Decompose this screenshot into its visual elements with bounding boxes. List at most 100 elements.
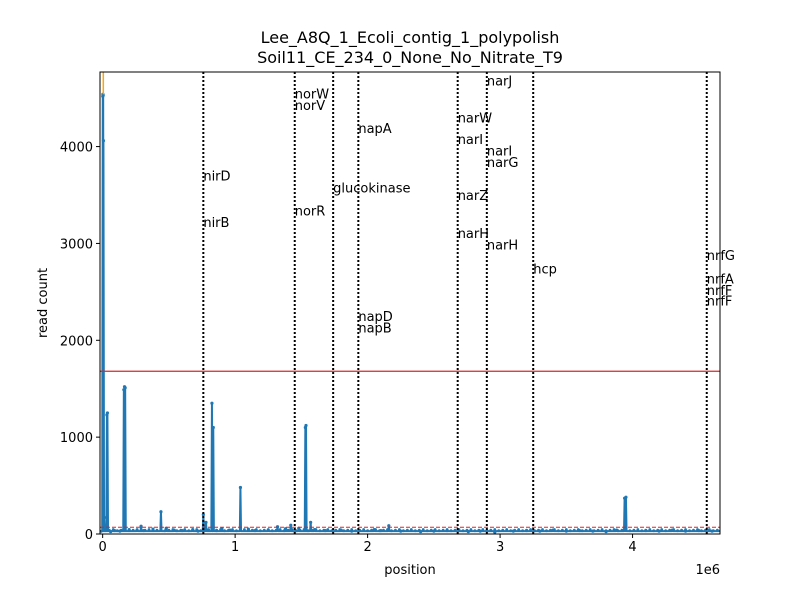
gene-label: hcp	[533, 263, 557, 278]
coverage-point	[615, 528, 619, 532]
x-tick-label: 4	[628, 540, 636, 555]
coverage-point	[306, 529, 310, 533]
coverage-point	[250, 528, 254, 532]
coverage-point	[485, 529, 489, 533]
coverage-point	[270, 529, 274, 533]
coverage-point	[310, 528, 314, 532]
coverage-point	[489, 528, 493, 532]
coverage-point	[670, 528, 674, 532]
coverage-point	[652, 529, 656, 533]
coverage-point	[139, 524, 143, 528]
plot-area	[100, 72, 720, 534]
y-tick-label: 1000	[60, 431, 93, 446]
coverage-point	[683, 529, 688, 533]
coverage-point	[366, 529, 370, 533]
coverage-point	[239, 528, 242, 532]
coverage-point	[290, 528, 294, 531]
coverage-point	[354, 529, 358, 533]
coverage-point	[350, 529, 354, 533]
coverage-point	[636, 528, 640, 531]
coverage-point	[108, 529, 113, 534]
coverage-point	[401, 529, 405, 533]
coverage-point	[715, 528, 719, 532]
coverage-point	[386, 528, 389, 531]
coverage-point	[517, 528, 521, 531]
coverage-point	[100, 529, 103, 533]
coverage-point	[413, 529, 417, 533]
coverage-point	[545, 529, 548, 533]
plot-frame	[99, 71, 721, 535]
coverage-point	[228, 528, 232, 532]
x-axis-label: position	[384, 563, 436, 578]
gene-label: norR	[295, 205, 326, 220]
coverage-point	[191, 528, 195, 532]
coverage-point	[568, 529, 572, 533]
coverage-point	[382, 528, 385, 532]
coverage-point	[243, 528, 246, 531]
x-axis-offset-label: 1e6	[695, 563, 720, 578]
coverage-point	[131, 528, 135, 532]
chart-subtitle: Soil11_CE_234_0_None_No_Nitrate_T9	[257, 48, 563, 68]
coverage-point	[123, 528, 127, 531]
coverage-point	[505, 528, 509, 531]
coverage-point	[394, 528, 397, 532]
coverage-point	[493, 528, 497, 531]
coverage-point	[580, 529, 584, 533]
coverage-point	[231, 528, 234, 531]
coverage-peak-point	[105, 411, 110, 415]
coverage-point	[697, 529, 701, 533]
coverage-point	[644, 529, 648, 533]
coverage-point	[172, 528, 176, 532]
coverage-point	[466, 529, 470, 534]
gene-label: nirD	[203, 170, 230, 185]
coverage-point	[318, 529, 322, 533]
x-axis: 0 1 2 3 4	[99, 534, 637, 555]
x-tick-label: 2	[363, 540, 371, 555]
gene-label: napD	[358, 310, 392, 325]
coverage-point	[710, 529, 714, 533]
gene-label: norW	[295, 87, 330, 102]
coverage-point	[478, 529, 482, 533]
coverage-point	[612, 528, 616, 531]
coverage-point	[657, 529, 661, 533]
coverage-point	[372, 528, 376, 532]
coverage-point	[346, 528, 350, 532]
coverage-point	[688, 529, 691, 533]
coverage-point	[648, 528, 652, 531]
coverage-point	[461, 529, 465, 533]
coverage-point	[608, 528, 612, 532]
coverage-peak-point	[624, 495, 628, 499]
coverage-point	[405, 528, 409, 532]
coverage-point	[497, 529, 501, 533]
coverage-point	[425, 529, 429, 533]
coverage-point	[266, 528, 270, 532]
gene-label: nrfA	[707, 272, 734, 287]
coverage-point	[449, 529, 453, 533]
x-tick-label: 1	[231, 540, 239, 555]
gene-label: narZ	[458, 189, 489, 204]
coverage-point	[604, 529, 608, 534]
coverage-point	[660, 528, 664, 531]
coverage-point	[409, 528, 413, 531]
coverage-point	[175, 529, 179, 533]
coverage-peak-point	[101, 139, 106, 143]
coverage-point	[399, 529, 403, 533]
y-axis: 0 1000 2000 3000 4000	[60, 141, 100, 543]
coverage-point	[441, 528, 445, 532]
coverage-point	[692, 528, 695, 532]
coverage-point	[362, 528, 366, 531]
x-tick-label: 3	[496, 540, 504, 555]
y-tick-label: 3000	[60, 237, 93, 252]
coverage-point	[323, 529, 327, 533]
coverage-point	[529, 528, 532, 531]
gene-label: narI	[458, 133, 483, 148]
coverage-point	[246, 527, 250, 531]
coverage-point	[700, 529, 703, 533]
coverage-peak-point	[210, 401, 214, 405]
coverage-point	[421, 528, 425, 531]
gene-label: narJ	[487, 75, 512, 90]
coverage-point	[214, 529, 219, 533]
coverage-point	[151, 527, 155, 531]
coverage-point	[163, 529, 167, 533]
coverage-point	[453, 528, 457, 532]
